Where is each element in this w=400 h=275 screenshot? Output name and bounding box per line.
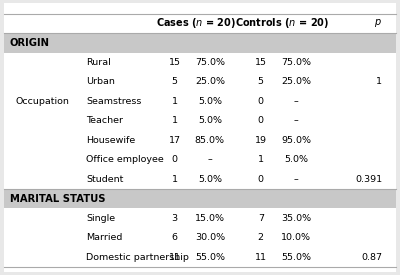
- Text: Housewife: Housewife: [86, 136, 136, 145]
- Text: 85.0%: 85.0%: [195, 136, 225, 145]
- Text: Single: Single: [86, 214, 116, 223]
- Text: –: –: [294, 175, 298, 184]
- Text: 15: 15: [255, 58, 267, 67]
- Text: 1: 1: [172, 97, 178, 106]
- Text: –: –: [208, 155, 212, 164]
- Text: 0: 0: [258, 175, 264, 184]
- Text: Urban: Urban: [86, 77, 115, 86]
- Text: 75.0%: 75.0%: [195, 58, 225, 67]
- Text: Rural: Rural: [86, 58, 111, 67]
- Text: 5: 5: [172, 77, 178, 86]
- Text: –: –: [294, 116, 298, 125]
- Text: 10.0%: 10.0%: [281, 233, 311, 242]
- Text: 11: 11: [168, 253, 180, 262]
- Text: 95.0%: 95.0%: [281, 136, 311, 145]
- Text: Office employee: Office employee: [86, 155, 164, 164]
- Text: 17: 17: [168, 136, 180, 145]
- Text: 5.0%: 5.0%: [284, 155, 308, 164]
- Text: MARITAL STATUS: MARITAL STATUS: [10, 194, 105, 204]
- Text: 55.0%: 55.0%: [281, 253, 311, 262]
- Text: 19: 19: [255, 136, 267, 145]
- Text: 2: 2: [258, 233, 264, 242]
- Text: 1: 1: [258, 155, 264, 164]
- Text: 15.0%: 15.0%: [195, 214, 225, 223]
- Text: ORIGIN: ORIGIN: [10, 38, 50, 48]
- Text: 0: 0: [172, 155, 178, 164]
- Text: 5.0%: 5.0%: [198, 116, 222, 125]
- Text: 15: 15: [168, 58, 180, 67]
- Text: 25.0%: 25.0%: [281, 77, 311, 86]
- Text: Controls ($\it{n}$ = 20): Controls ($\it{n}$ = 20): [235, 16, 330, 30]
- Text: 0.87: 0.87: [361, 253, 382, 262]
- Text: 6: 6: [172, 233, 178, 242]
- Text: 75.0%: 75.0%: [281, 58, 311, 67]
- Text: $\it{p}$: $\it{p}$: [374, 17, 382, 29]
- Bar: [4, 189, 396, 208]
- Text: 11: 11: [255, 253, 267, 262]
- Text: Seamstress: Seamstress: [86, 97, 142, 106]
- Text: 7: 7: [258, 214, 264, 223]
- Text: 35.0%: 35.0%: [281, 214, 311, 223]
- Text: 1: 1: [376, 77, 382, 86]
- Text: Student: Student: [86, 175, 124, 184]
- Text: Married: Married: [86, 233, 123, 242]
- Bar: [4, 33, 396, 53]
- Text: 5.0%: 5.0%: [198, 175, 222, 184]
- Text: 5.0%: 5.0%: [198, 97, 222, 106]
- Text: 55.0%: 55.0%: [195, 253, 225, 262]
- Text: 25.0%: 25.0%: [195, 77, 225, 86]
- Text: Domestic partnership: Domestic partnership: [86, 253, 189, 262]
- Text: 30.0%: 30.0%: [195, 233, 225, 242]
- Text: Teacher: Teacher: [86, 116, 123, 125]
- Text: –: –: [294, 97, 298, 106]
- Text: 1: 1: [172, 116, 178, 125]
- Text: 5: 5: [258, 77, 264, 86]
- Text: 0: 0: [258, 97, 264, 106]
- Text: 0.391: 0.391: [355, 175, 382, 184]
- Text: Cases ($\it{n}$ = 20): Cases ($\it{n}$ = 20): [156, 16, 236, 30]
- Text: Occupation: Occupation: [16, 97, 70, 106]
- Text: 1: 1: [172, 175, 178, 184]
- Text: 0: 0: [258, 116, 264, 125]
- Text: 3: 3: [172, 214, 178, 223]
